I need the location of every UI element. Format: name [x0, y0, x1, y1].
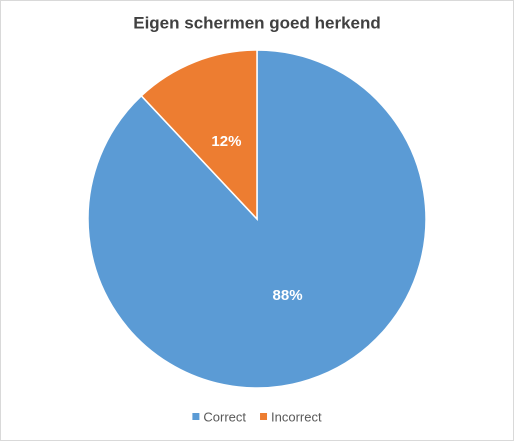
- data-label: 88%: [273, 287, 303, 304]
- legend-swatch: [192, 413, 200, 420]
- legend-label: Incorrect: [271, 409, 322, 424]
- legend-label: Correct: [203, 409, 246, 424]
- data-label: 12%: [211, 133, 241, 150]
- legend-swatch: [260, 413, 268, 420]
- legend: Correct Incorrect: [192, 409, 322, 424]
- pie-slice: [140, 49, 258, 221]
- chart-title: Eigen schermen goed herkend: [133, 13, 381, 32]
- pie-slice: [87, 49, 427, 389]
